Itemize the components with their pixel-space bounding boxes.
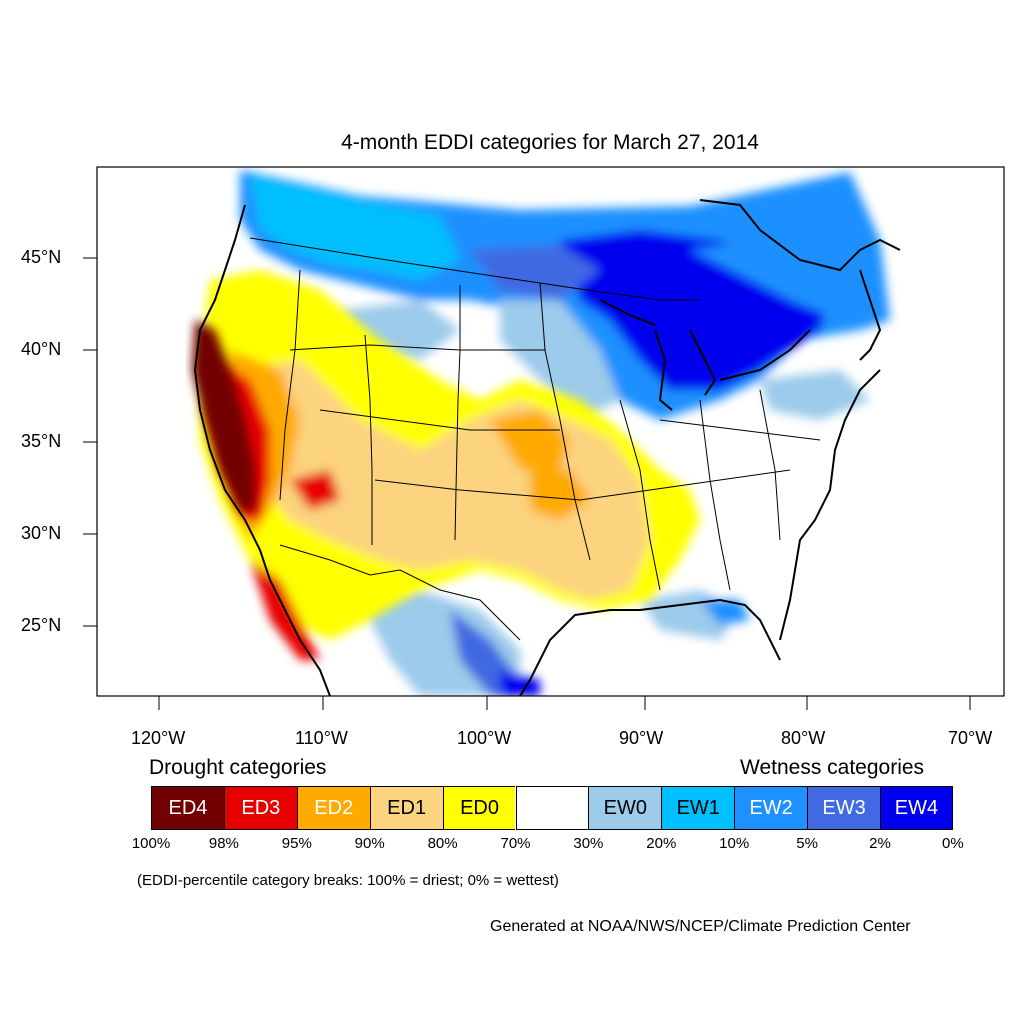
legend-break-label: 80% xyxy=(427,835,458,852)
legend-break-label: 10% xyxy=(719,835,750,852)
legend-break-label: 20% xyxy=(646,835,677,852)
lon-label-70: 70°W xyxy=(948,728,993,748)
lon-label-120: 120°W xyxy=(131,728,186,748)
legend-swatch-ed2: ED2 xyxy=(296,786,370,830)
legend-break-label: 30% xyxy=(573,835,604,852)
boundaries xyxy=(249,237,821,641)
legend-swatch-ed3: ED3 xyxy=(223,786,297,830)
lat-label-35: 35°N xyxy=(21,431,62,451)
legend-note: (EDDI-percentile category breaks: 100% =… xyxy=(137,872,559,889)
legend-break-label: 0% xyxy=(942,835,964,852)
lat-label-25: 25°N xyxy=(21,615,62,635)
legend-break-label: 2% xyxy=(869,835,891,852)
wetness-regions xyxy=(240,170,890,696)
exceptional-drought-region xyxy=(192,320,255,510)
legend-break-label: 95% xyxy=(281,835,312,852)
wetness-categories-heading: Wetness categories xyxy=(740,756,925,779)
legend-swatch-ew1: EW1 xyxy=(661,786,735,830)
lat-label-30: 30°N xyxy=(21,523,62,543)
map-title: 4-month EDDI categories for March 27, 20… xyxy=(341,131,759,154)
legend-swatch-ew0: EW0 xyxy=(588,786,662,830)
legend-swatch-ew4: EW4 xyxy=(880,786,953,830)
lat-label-45: 45°N xyxy=(21,247,62,267)
legend-swatch-neutral xyxy=(515,786,589,830)
coastlines xyxy=(193,199,901,696)
legend-break-label: 100% xyxy=(131,835,171,852)
map-frame xyxy=(96,166,1005,697)
lon-label-90: 90°W xyxy=(619,728,664,748)
lon-label-80: 80°W xyxy=(781,728,826,748)
axis-ticks xyxy=(83,257,971,710)
legend-break-label: 5% xyxy=(796,835,818,852)
lat-label-40: 40°N xyxy=(21,339,62,359)
legend-swatch-ew2: EW2 xyxy=(734,786,808,830)
legend-swatch-ed4: ED4 xyxy=(151,786,224,830)
lon-label-110: 110°W xyxy=(295,728,348,748)
lon-label-100: 100°W xyxy=(457,728,512,748)
map-area xyxy=(190,169,901,696)
legend-swatch-ew3: EW3 xyxy=(807,786,880,830)
legend-swatch-ed1: ED1 xyxy=(369,786,443,830)
legend-break-label: 70% xyxy=(500,835,531,852)
drought-categories-heading: Drought categories xyxy=(149,756,327,779)
legend-break-label: 98% xyxy=(208,835,239,852)
legend-swatch-ed0: ED0 xyxy=(442,786,516,830)
credit-line: Generated at NOAA/NWS/NCEP/Climate Predi… xyxy=(490,918,911,935)
legend-break-label: 90% xyxy=(354,835,385,852)
